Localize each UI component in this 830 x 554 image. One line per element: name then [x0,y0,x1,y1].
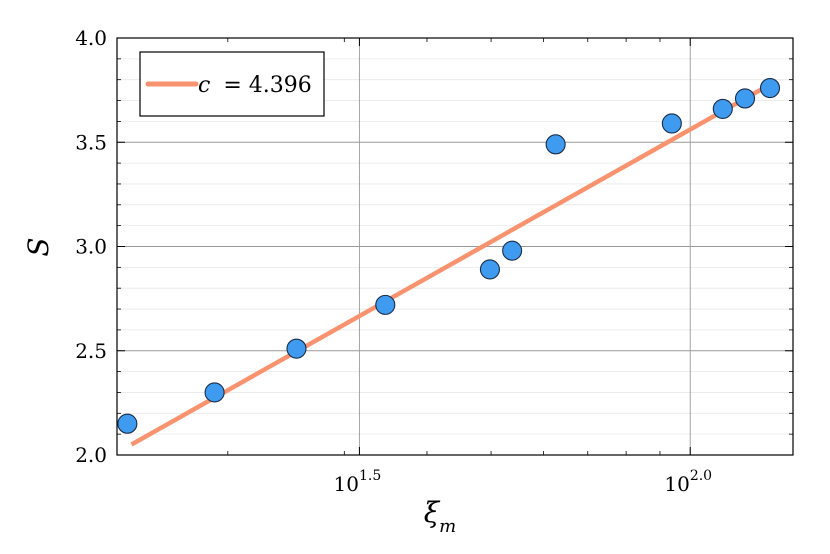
fit-line-layer [130,81,773,447]
data-point [204,382,225,403]
data-point [759,77,781,99]
legend-rhs: = 4.396 [223,73,311,98]
data-point [661,113,682,134]
data-points [117,77,781,434]
legend-lhs: c [198,73,210,98]
legend: c = 4.396 [139,51,325,117]
data-point [375,294,396,315]
data-point [286,338,307,359]
data-point [712,98,733,119]
x-tick-label: 101.5 [334,468,382,496]
y-tick-label: 2.0 [75,443,107,467]
y-tick-label: 2.5 [75,339,107,363]
data-point [545,134,566,155]
data-point [734,88,756,109]
data-point [479,259,500,280]
fit-line [130,81,773,447]
legend-label: c = 4.396 [198,73,312,98]
y-tick-label: 3.0 [75,235,107,259]
y-tick-label: 4.0 [75,26,107,50]
x-axis-label-main: ξ [424,496,441,529]
y-axis-label: S [22,237,55,256]
data-point [502,240,523,261]
x-tick-label: 102.0 [664,468,712,496]
x-axis-label: ξm [424,496,457,537]
data-point [117,413,138,434]
y-tick-label: 3.5 [75,130,107,154]
axis-ticks: 2.0 2.5 3.0 3.5 4.0 101.5 102.0 [75,26,793,496]
x-axis-label-sub: m [439,516,456,537]
